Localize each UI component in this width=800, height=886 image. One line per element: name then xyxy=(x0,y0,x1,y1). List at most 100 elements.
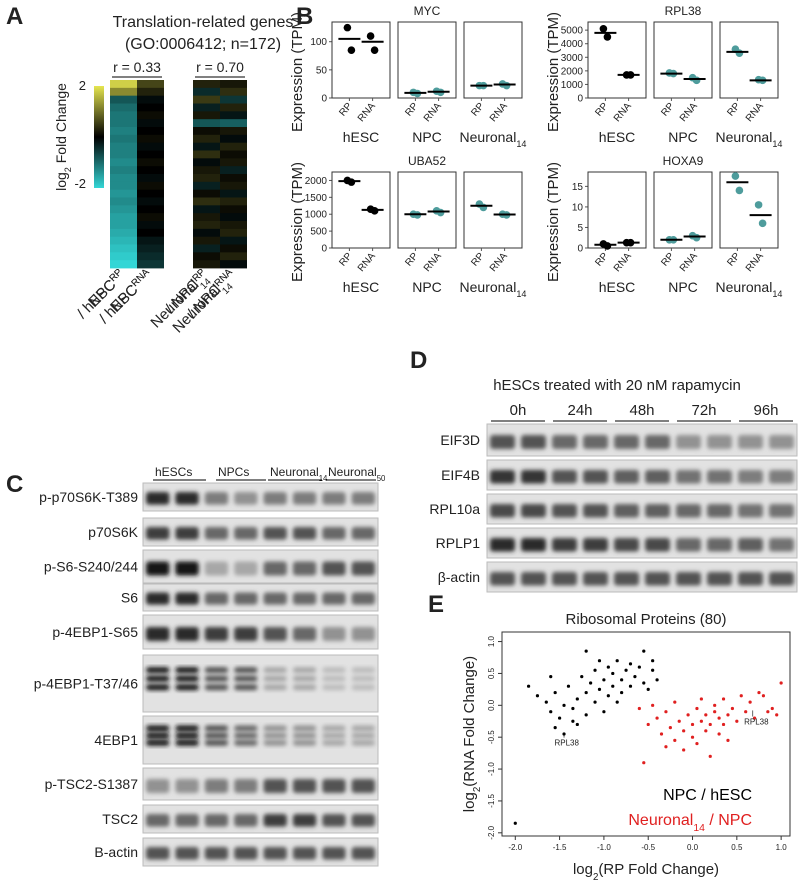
point xyxy=(366,32,375,40)
heatmap-cell xyxy=(193,80,220,89)
y-axis-label: Expression (TPM) xyxy=(289,12,306,132)
point xyxy=(593,668,597,672)
point xyxy=(580,675,584,679)
blot-band xyxy=(234,627,258,641)
blot-band xyxy=(146,684,170,691)
y-axis-label: Expression (TPM) xyxy=(545,162,562,282)
y-axis-label: log2(RNA Fold Change) xyxy=(461,656,483,812)
heatmap-cell xyxy=(220,134,247,144)
heatmap-cell xyxy=(110,181,137,191)
point xyxy=(597,687,602,691)
blot-band xyxy=(351,527,375,540)
heatmap-cell xyxy=(110,150,137,159)
heatmap-cell xyxy=(137,228,164,238)
heatmap-cell xyxy=(137,174,164,183)
point xyxy=(611,684,615,688)
blot-row-label: p-TSC2-S1387 xyxy=(45,776,139,792)
y-tick-label: 0 xyxy=(321,94,327,105)
heatmap-cell xyxy=(193,174,220,183)
blot-band xyxy=(490,470,515,484)
facet-label: Neuronal14 xyxy=(716,129,783,149)
heatmap-cell xyxy=(137,205,164,214)
heatmap-cell xyxy=(137,80,164,89)
facet-label: Neuronal14 xyxy=(716,279,783,299)
point xyxy=(628,684,633,688)
heatmap-cell xyxy=(110,197,137,206)
point xyxy=(699,719,703,723)
heatmap-cell xyxy=(137,142,164,151)
point xyxy=(673,738,677,742)
blot-band xyxy=(146,739,170,746)
heatmap-cell xyxy=(193,189,220,198)
point xyxy=(708,722,712,727)
heatmap-cell xyxy=(220,181,247,191)
blot-band xyxy=(146,592,170,605)
blot-band xyxy=(351,814,375,827)
heatmap-cell xyxy=(193,205,220,214)
facet-panel xyxy=(397,171,457,249)
point xyxy=(624,668,628,672)
blot-band xyxy=(204,739,229,746)
blot-band xyxy=(490,504,515,518)
text-part: NPC xyxy=(412,129,442,145)
point xyxy=(726,738,730,742)
heatmap-cell xyxy=(110,134,137,144)
blot-band xyxy=(676,435,701,449)
blot-row-label: RPLP1 xyxy=(436,535,481,551)
point xyxy=(602,710,606,714)
blot-band xyxy=(490,572,515,586)
blot-band xyxy=(614,504,639,518)
text-part: / NPC xyxy=(705,812,752,829)
blot-band xyxy=(351,739,375,746)
facet-panel xyxy=(331,21,391,99)
text-part: 14 xyxy=(516,139,526,149)
blot-strip xyxy=(142,654,379,713)
facet-label: NPC xyxy=(412,129,442,145)
text-part: log xyxy=(53,172,69,191)
text-part: hESCs xyxy=(155,465,192,479)
heatmap-cell xyxy=(110,166,137,175)
point xyxy=(513,821,517,825)
point xyxy=(593,700,597,704)
point xyxy=(615,659,619,663)
blot-band xyxy=(204,684,229,691)
y-tick-label: 0 xyxy=(321,244,327,255)
point xyxy=(664,745,668,749)
blot-band xyxy=(292,561,317,576)
point xyxy=(646,722,650,727)
heatmap-cell xyxy=(137,119,164,128)
text-part: log xyxy=(461,792,478,812)
x-tick-label: RNA xyxy=(422,251,444,274)
blot-row-label: RPL10a xyxy=(429,501,480,517)
heatmap-cell xyxy=(220,252,247,261)
text-part: 14 xyxy=(319,474,328,483)
blot-band xyxy=(263,492,287,505)
point xyxy=(526,684,531,688)
facet-panel xyxy=(463,171,523,249)
point xyxy=(651,703,655,707)
blot-band xyxy=(322,527,346,540)
point xyxy=(713,710,717,714)
point xyxy=(655,678,659,682)
blot-band xyxy=(263,779,287,793)
blot-title: hESCs treated with 20 nM rapamycin xyxy=(493,377,741,394)
point xyxy=(735,49,744,58)
blot-band xyxy=(769,572,794,586)
facet-panel xyxy=(653,171,713,249)
point xyxy=(370,207,379,215)
text-part: hESC xyxy=(343,129,380,145)
heatmap-cell xyxy=(110,189,137,198)
blot-band xyxy=(490,538,515,552)
heatmap-cell xyxy=(193,87,220,97)
blot-band xyxy=(738,470,763,484)
point xyxy=(677,719,681,723)
point xyxy=(726,713,730,717)
point xyxy=(575,722,579,727)
x-tick-label: 1.0 xyxy=(776,843,788,852)
blot-band xyxy=(204,527,229,540)
heatmap-cell xyxy=(137,158,164,167)
point xyxy=(754,201,763,209)
blot-band xyxy=(614,470,639,484)
heatmap-cell xyxy=(193,142,220,151)
point xyxy=(602,678,606,682)
